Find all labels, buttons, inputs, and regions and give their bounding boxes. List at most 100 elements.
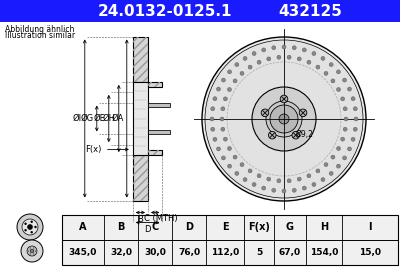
Circle shape bbox=[277, 179, 281, 183]
Circle shape bbox=[223, 137, 227, 141]
Text: 15,0: 15,0 bbox=[359, 248, 381, 257]
Circle shape bbox=[343, 127, 347, 131]
Circle shape bbox=[261, 109, 269, 117]
Circle shape bbox=[228, 70, 232, 74]
Text: ØE: ØE bbox=[94, 114, 106, 123]
Circle shape bbox=[351, 137, 355, 141]
Circle shape bbox=[353, 107, 357, 111]
Circle shape bbox=[211, 107, 215, 111]
Text: B: B bbox=[138, 214, 143, 223]
Circle shape bbox=[321, 56, 325, 60]
Circle shape bbox=[287, 179, 291, 183]
Circle shape bbox=[235, 62, 239, 66]
Circle shape bbox=[30, 249, 34, 253]
Circle shape bbox=[240, 71, 244, 75]
Circle shape bbox=[17, 214, 43, 240]
Bar bbox=[148, 82, 162, 87]
Circle shape bbox=[307, 174, 311, 178]
Circle shape bbox=[243, 178, 247, 182]
Circle shape bbox=[341, 97, 345, 101]
Circle shape bbox=[257, 174, 261, 178]
Bar bbox=[133, 37, 148, 82]
Circle shape bbox=[228, 147, 232, 151]
Circle shape bbox=[312, 52, 316, 56]
Circle shape bbox=[222, 156, 226, 160]
Circle shape bbox=[205, 40, 363, 198]
Bar bbox=[148, 82, 162, 87]
Text: 5: 5 bbox=[256, 248, 262, 257]
Text: Illustration similar: Illustration similar bbox=[5, 32, 75, 41]
Circle shape bbox=[267, 57, 271, 61]
Text: D: D bbox=[144, 225, 151, 234]
Text: 154,0: 154,0 bbox=[310, 248, 338, 257]
Circle shape bbox=[292, 188, 296, 192]
Circle shape bbox=[351, 97, 355, 101]
Circle shape bbox=[240, 163, 244, 167]
Circle shape bbox=[282, 45, 286, 49]
Text: F(x): F(x) bbox=[85, 145, 101, 154]
Circle shape bbox=[228, 164, 232, 168]
Circle shape bbox=[222, 78, 226, 82]
Circle shape bbox=[279, 114, 289, 124]
Text: ate: ate bbox=[261, 95, 307, 119]
Bar bbox=[148, 130, 170, 134]
Circle shape bbox=[348, 87, 352, 91]
Circle shape bbox=[282, 189, 286, 193]
Circle shape bbox=[341, 137, 345, 141]
Circle shape bbox=[33, 247, 34, 249]
Circle shape bbox=[30, 221, 33, 223]
Circle shape bbox=[297, 57, 301, 61]
Circle shape bbox=[344, 117, 348, 121]
Circle shape bbox=[24, 223, 27, 225]
Text: A: A bbox=[79, 222, 87, 233]
Circle shape bbox=[348, 147, 352, 151]
Circle shape bbox=[210, 117, 214, 121]
Text: 24.0132-0125.1: 24.0132-0125.1 bbox=[98, 3, 232, 18]
Circle shape bbox=[220, 117, 224, 121]
Circle shape bbox=[257, 60, 261, 64]
Circle shape bbox=[243, 56, 247, 60]
Circle shape bbox=[329, 62, 333, 66]
Text: ØA: ØA bbox=[112, 114, 124, 123]
Circle shape bbox=[342, 78, 346, 82]
Circle shape bbox=[34, 226, 37, 228]
Circle shape bbox=[268, 131, 276, 139]
Text: C: C bbox=[151, 222, 159, 233]
Circle shape bbox=[302, 186, 306, 190]
Text: C (MTH): C (MTH) bbox=[144, 214, 178, 223]
Circle shape bbox=[354, 117, 358, 121]
Circle shape bbox=[267, 177, 271, 181]
Circle shape bbox=[223, 97, 227, 101]
Circle shape bbox=[336, 70, 340, 74]
Circle shape bbox=[297, 177, 301, 181]
Circle shape bbox=[353, 127, 357, 131]
Circle shape bbox=[270, 105, 298, 133]
Circle shape bbox=[252, 52, 256, 56]
Circle shape bbox=[307, 60, 311, 64]
Circle shape bbox=[266, 101, 302, 137]
Circle shape bbox=[213, 97, 217, 101]
Circle shape bbox=[252, 87, 316, 151]
Circle shape bbox=[233, 79, 237, 83]
Bar bbox=[148, 103, 170, 107]
Circle shape bbox=[324, 71, 328, 75]
Circle shape bbox=[336, 164, 340, 168]
Circle shape bbox=[321, 178, 325, 182]
Circle shape bbox=[277, 55, 281, 59]
Circle shape bbox=[299, 109, 307, 117]
Circle shape bbox=[211, 127, 215, 131]
Text: 32,0: 32,0 bbox=[110, 248, 132, 257]
Circle shape bbox=[22, 219, 38, 235]
Bar bbox=[148, 150, 162, 155]
Text: H: H bbox=[320, 222, 328, 233]
Circle shape bbox=[248, 169, 252, 173]
Circle shape bbox=[24, 229, 27, 231]
Bar bbox=[133, 82, 148, 155]
Text: Abbildung ähnlich: Abbildung ähnlich bbox=[5, 26, 74, 34]
Text: 30,0: 30,0 bbox=[144, 248, 166, 257]
Circle shape bbox=[342, 156, 346, 160]
Circle shape bbox=[27, 246, 37, 256]
Text: 112,0: 112,0 bbox=[211, 248, 239, 257]
Bar bbox=[0, 0, 400, 22]
Text: 345,0: 345,0 bbox=[69, 248, 97, 257]
